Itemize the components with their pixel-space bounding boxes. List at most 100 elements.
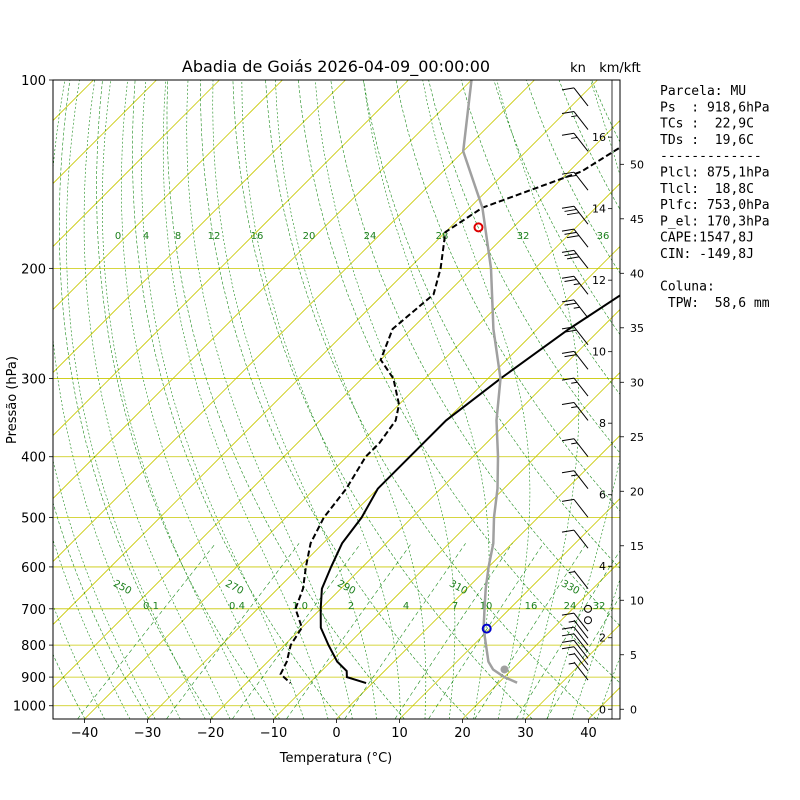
temperature-tick-label: 30 — [517, 726, 534, 741]
moist-adiabat — [53, 459, 156, 719]
wind-barb-flag — [566, 235, 580, 239]
wind-barb-flag — [561, 626, 575, 630]
info-line: Parcela: MU — [660, 84, 746, 99]
wind-barb-staff — [573, 171, 589, 191]
kft-tick-label: 45 — [630, 213, 644, 226]
moist-adiabat — [121, 80, 280, 719]
mixing-ratio-line — [474, 543, 587, 719]
moist-adiabat — [53, 538, 131, 719]
el-marker — [473, 222, 484, 233]
info-line: Tlcl: 18,8C — [660, 182, 754, 197]
dry-adiabat — [460, 80, 620, 395]
mixing-label-lower: 4 — [403, 601, 409, 612]
isotherm-line — [210, 308, 620, 719]
wind-barb-staff — [573, 640, 589, 659]
wind-barb — [561, 275, 589, 295]
moist-adiabat — [314, 80, 456, 719]
theta-label: 290 — [335, 578, 357, 597]
height-units-label: km/kft — [599, 61, 641, 76]
wind-barb — [561, 612, 589, 632]
temperature-ticks: −40 −30 −20 −10 0 10 20 30 40 — [71, 719, 597, 741]
wind-barb-staff — [573, 402, 589, 421]
wind-barb — [561, 470, 589, 490]
wind-barb-staff — [573, 652, 589, 672]
km-tick-label: 4 — [599, 560, 606, 573]
mixing-label-lower: 0.1 — [143, 601, 159, 612]
wind-barb-flag — [566, 256, 580, 260]
isotherm-line — [53, 80, 598, 626]
wind-barb-flag — [561, 401, 575, 405]
profiles — [279, 80, 620, 685]
mixing-label-upper: 28 — [436, 231, 449, 242]
wind-barb — [561, 299, 589, 319]
pressure-tick-label: 1000 — [13, 700, 46, 715]
wind-barb-staff — [573, 228, 589, 248]
wind-barb-staff — [573, 351, 589, 370]
wind-barb-flag — [561, 299, 575, 303]
info-line: CAPE:1547,8J — [660, 231, 754, 246]
wind-barb-half-flag — [568, 620, 575, 623]
info-line: P_el: 170,3hPa — [660, 214, 770, 229]
kft-tick-label: 0 — [630, 703, 637, 716]
wind-barb-staff — [573, 470, 589, 490]
wind-barb — [561, 377, 589, 397]
wind-barb-staff — [573, 326, 589, 346]
wind-barb — [568, 652, 589, 672]
wind-barb-half-flag — [571, 406, 578, 409]
moist-adiabat — [162, 80, 329, 719]
wind-barb-flag — [561, 612, 575, 616]
mixing-ratio-line — [77, 543, 216, 719]
wind-barb — [568, 619, 589, 639]
temperature-tick-label: 40 — [580, 726, 597, 741]
dry-adiabat — [200, 80, 469, 719]
wind-barb-half-flag — [571, 115, 578, 118]
mixing-label-lower: 7 — [452, 601, 458, 612]
wind-barb — [561, 326, 589, 346]
pressure-tick-label: 900 — [21, 671, 46, 686]
level-markers — [473, 222, 509, 674]
mixing-label-lower: 24 — [564, 601, 577, 612]
isobar-lines — [53, 80, 620, 707]
wind-barb-flag — [564, 253, 577, 257]
wind-barb-staff — [573, 275, 589, 295]
wind-barb-staff — [573, 87, 589, 107]
wind-barb — [561, 205, 589, 225]
pressure-tick-label: 300 — [21, 373, 46, 388]
wind-barb-staff — [573, 619, 589, 639]
wind-barb — [568, 661, 589, 681]
moist-adiabat — [53, 604, 105, 719]
parcel-profile — [461, 80, 518, 684]
wind-calm-marker — [584, 616, 592, 625]
pressure-tick-label: 700 — [21, 603, 46, 618]
km-tick-label: 8 — [599, 417, 606, 430]
mixing-label-lower: 16 — [525, 601, 538, 612]
isotherm-line — [84, 182, 620, 719]
mixing-label-upper: 8 — [175, 231, 181, 242]
wind-barb-flag — [564, 279, 577, 283]
info-line: ------------- — [660, 149, 762, 164]
kft-tick-label: 40 — [630, 267, 644, 280]
wind-barb-staff — [573, 529, 589, 549]
wind-barb — [561, 529, 589, 549]
wind-barb-staff — [573, 205, 589, 225]
dry-adiabat — [166, 80, 405, 719]
wind-barb-staff — [573, 111, 589, 130]
kft-tick-label: 5 — [630, 649, 637, 662]
dry-adiabat — [297, 80, 620, 684]
wind-barb-staff — [573, 438, 589, 458]
isotherm-line — [336, 434, 620, 719]
pressure-tick-label: 400 — [21, 451, 46, 466]
wind-barb-staff — [573, 646, 589, 666]
wind-units-label: kn — [570, 61, 586, 76]
wind-barb — [561, 111, 589, 130]
moist-adiabat — [83, 80, 231, 719]
kft-tick-label: 30 — [630, 376, 644, 389]
dry-adiabat — [96, 80, 277, 719]
km-tick-label: 6 — [599, 489, 606, 502]
wind-barb-half-flag — [571, 442, 578, 445]
wind-barb-flag — [564, 329, 577, 333]
isotherm-line — [399, 497, 620, 719]
isotherm-line — [53, 80, 409, 437]
wind-barb — [561, 498, 589, 518]
